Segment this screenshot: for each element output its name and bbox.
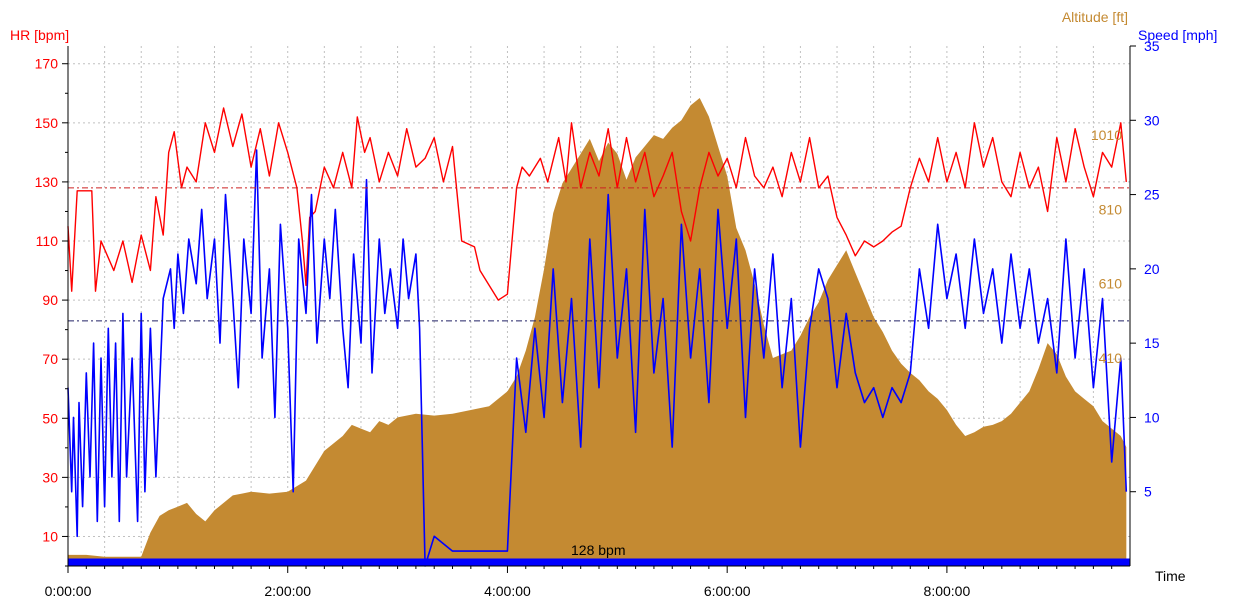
altitude-tick-label: 410	[1099, 350, 1123, 366]
altitude-axis-label: Altitude [ft]	[1062, 9, 1128, 25]
hr-tick-label: 50	[42, 410, 58, 426]
altitude-area	[68, 98, 1127, 566]
altitude-tick-label: 1010	[1091, 127, 1122, 143]
hr-tick-label: 70	[42, 351, 58, 367]
hr-tick-label: 30	[42, 469, 58, 485]
hr-tick-label: 170	[35, 56, 59, 72]
axes: 10 30 50 70 90 110 130 150 170 5 10 15 20 25 30 35 10 410…	[35, 38, 1160, 599]
x-tick-label: 8:00:00	[924, 583, 971, 599]
hr-tick-label: 110	[36, 233, 59, 249]
hr-tick-label: 90	[42, 292, 58, 308]
altitude-tick-label: 10	[1106, 499, 1122, 515]
hr-tick-label: 10	[42, 528, 58, 544]
speed-tick-label: 5	[1144, 484, 1152, 500]
altitude-tick-label: 810	[1099, 201, 1123, 217]
hr-tick-label: 150	[35, 115, 59, 131]
speed-line	[67, 149, 1128, 567]
x-tick-label: 6:00:00	[704, 583, 751, 599]
hr-series	[67, 107, 1127, 301]
x-axis-label: Time	[1155, 568, 1186, 584]
speed-tick-label: 10	[1144, 409, 1160, 425]
speed-tick-label: 15	[1144, 335, 1160, 351]
reference-lines	[68, 187, 1130, 322]
speed-axis-label: Speed [mph]	[1138, 27, 1217, 43]
speed-tick-label: 30	[1144, 112, 1160, 128]
speed-tick-label: 25	[1144, 187, 1160, 203]
speed-tick-label: 35	[1144, 38, 1160, 54]
altitude-series	[68, 98, 1127, 566]
hr-reference-label: 128 bpm	[571, 542, 625, 558]
hr-tick-label: 130	[35, 174, 59, 190]
x-tick-label: 0:00:00	[45, 583, 92, 599]
hr-axis-label: HR [bpm]	[10, 27, 69, 43]
x-tick-label: 2:00:00	[264, 583, 311, 599]
speed-tick-label: 20	[1144, 261, 1160, 277]
hr-line	[67, 107, 1127, 301]
speed-series	[67, 149, 1130, 567]
altitude-tick-label: 610	[1099, 276, 1123, 292]
x-tick-label: 4:00:00	[484, 583, 531, 599]
